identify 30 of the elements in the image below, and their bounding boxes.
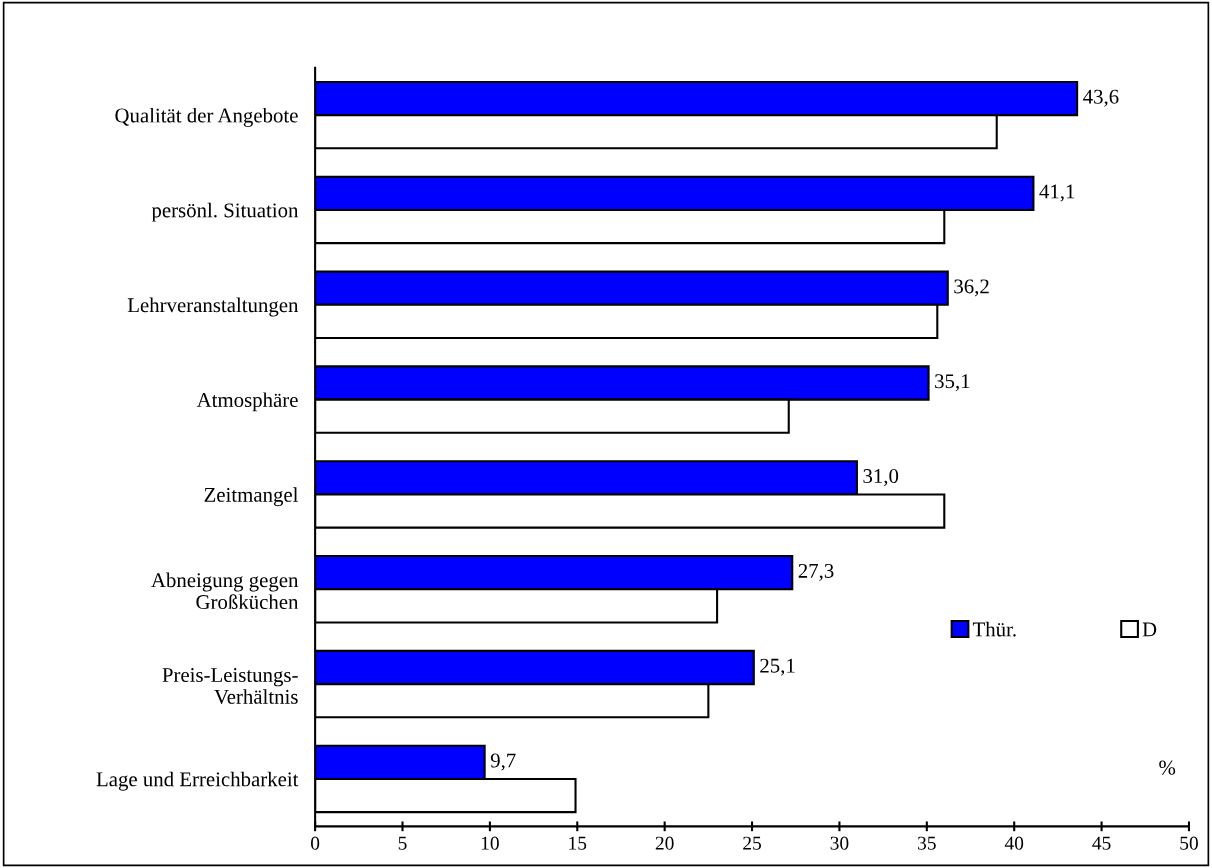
x-tick-label: 40 <box>1004 836 1024 850</box>
y-tick-label: Zeitmangel <box>204 487 299 507</box>
data-label: 27,3 <box>798 563 834 581</box>
annotation: % <box>1159 760 1176 775</box>
x-tick-label: 30 <box>830 836 849 850</box>
data-label: 35,1 <box>935 374 970 392</box>
x-tick-label: 25 <box>743 836 762 850</box>
x-tick-label: 10 <box>481 836 499 850</box>
x-tick-label: 45 <box>1092 836 1111 850</box>
x-tick-label: 20 <box>655 836 674 850</box>
y-tick-label: Abneigung gegen Großküchen <box>151 572 299 610</box>
x-tick-label: 5 <box>398 836 407 850</box>
data-label: 36,2 <box>954 279 989 297</box>
x-tick-label: 35 <box>918 836 936 850</box>
data-label: 43,6 <box>1083 89 1119 107</box>
y-tick-label: persönl. Situation <box>151 202 299 222</box>
legend-label: Thür. <box>972 621 1016 637</box>
y-tick-label: Lehrveranstaltungen <box>127 297 299 317</box>
y-tick-label: Lage und Erreichbarkeit <box>96 771 299 791</box>
data-label: 41,1 <box>1039 184 1075 202</box>
x-tick-label: 50 <box>1180 836 1198 850</box>
legend-label: D <box>1142 622 1157 637</box>
data-label: 25,1 <box>760 658 795 676</box>
y-tick-label: Qualität der Angebote <box>115 107 298 127</box>
x-tick-label: 15 <box>569 836 587 850</box>
y-tick-label: Atmosphäre <box>196 392 298 412</box>
x-tick-label: 0 <box>311 836 320 850</box>
data-label: 9,7 <box>490 753 516 771</box>
y-tick-label: Preis-Leistungs- Verhältnis <box>162 668 298 704</box>
data-label: 31,0 <box>863 469 899 487</box>
